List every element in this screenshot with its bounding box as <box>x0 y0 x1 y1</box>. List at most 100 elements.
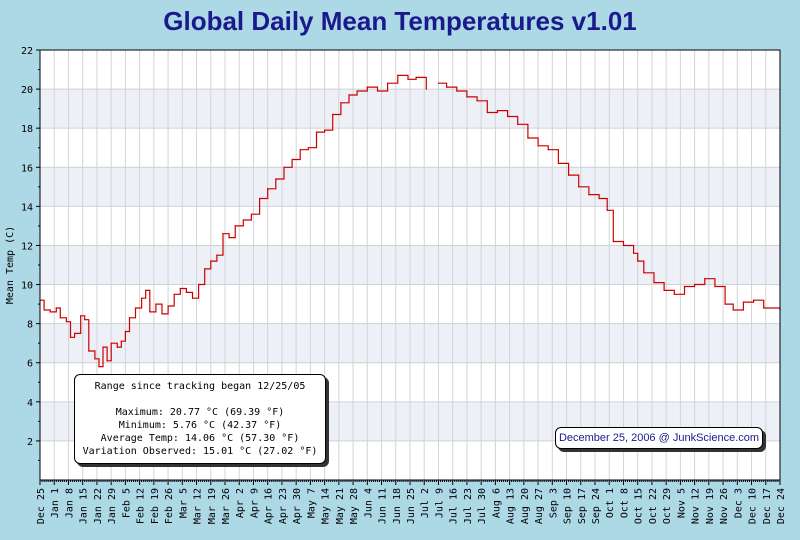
temperature-point <box>324 129 326 131</box>
temperature-point <box>732 309 734 311</box>
y-tick-label: 2 <box>27 437 33 448</box>
x-tick-label: Apr 30 <box>292 488 303 524</box>
temperature-point <box>653 281 655 284</box>
temperature-point <box>506 115 509 118</box>
x-tick-label: Apr 16 <box>264 488 275 524</box>
x-tick-label: Sep 3 <box>548 488 559 518</box>
x-tick-label: Jan 1 <box>50 488 61 518</box>
x-tick-label: Dec 25 <box>36 488 47 524</box>
temperature-point <box>387 82 389 84</box>
temperature-point <box>456 90 458 92</box>
temperature-point <box>315 131 318 133</box>
x-tick-label: Jun 4 <box>363 488 374 518</box>
temperature-point <box>283 166 285 168</box>
temperature-point <box>141 297 143 299</box>
temperature-point <box>173 293 175 295</box>
temperature-point <box>348 94 350 96</box>
y-tick-label: 12 <box>21 241 33 252</box>
x-tick-label: Sep 17 <box>577 488 588 524</box>
x-tick-label: Aug 6 <box>491 488 502 518</box>
temperature-point <box>228 237 230 239</box>
temperature-point <box>145 289 147 292</box>
temperature-point <box>98 366 100 368</box>
x-tick-label: May 21 <box>335 488 346 524</box>
x-tick-label: May 28 <box>349 488 360 524</box>
temperature-point <box>415 76 417 78</box>
x-tick-label: Mar 19 <box>207 488 218 524</box>
temperature-point <box>124 330 126 333</box>
temperature-point <box>724 303 726 305</box>
y-tick-label: 14 <box>21 202 33 213</box>
x-tick-label: Oct 1 <box>605 488 616 518</box>
x-tick-label: Jan 8 <box>64 488 75 518</box>
x-tick-label: Jun 18 <box>392 488 403 524</box>
temperature-point <box>110 342 112 344</box>
temperature-point <box>588 194 590 196</box>
chart-title: Global Daily Mean Temperatures v1.01 <box>163 6 637 36</box>
x-tick-label: Oct 22 <box>648 488 659 524</box>
temperature-point <box>116 346 118 348</box>
temperature-point <box>291 158 293 161</box>
temperature-point <box>275 178 277 180</box>
x-tick-label: Aug 27 <box>534 488 545 524</box>
y-tick-label: 8 <box>27 320 33 331</box>
x-tick-label: Oct 29 <box>662 488 673 524</box>
x-tick-label: Jul 2 <box>420 488 431 518</box>
temperature-point <box>496 109 499 112</box>
temperature-point <box>185 291 187 293</box>
stats-maximum: Maximum: 20.77 °C (69.39 °F) <box>115 407 285 418</box>
y-tick-label: 20 <box>21 85 33 96</box>
temperature-point <box>73 332 76 335</box>
temperature-point <box>128 317 131 319</box>
temperature-point <box>567 174 570 176</box>
x-tick-label: May 14 <box>321 488 332 524</box>
temperature-point <box>167 305 169 307</box>
temperature-point <box>633 252 635 254</box>
temperature-point <box>80 315 82 317</box>
temperature-point <box>486 111 488 114</box>
x-tick-label: Feb 5 <box>121 488 132 518</box>
temperature-point <box>258 197 261 200</box>
x-tick-label: Apr 23 <box>278 488 289 524</box>
temperature-point <box>250 213 253 215</box>
x-tick-label: Jun 11 <box>378 488 389 524</box>
temperature-point <box>407 78 409 80</box>
temperature-point <box>340 102 342 104</box>
temperature-point <box>637 260 639 262</box>
temperature-point <box>547 149 549 151</box>
x-tick-label: Nov 26 <box>719 488 730 524</box>
temperature-point <box>191 297 194 299</box>
temperature-point <box>307 147 309 149</box>
x-tick-label: Oct 15 <box>634 488 645 524</box>
x-tick-label: Dec 24 <box>776 488 787 524</box>
x-tick-label: Sep 10 <box>563 488 574 524</box>
temperature-point <box>120 340 122 342</box>
temperature-point <box>299 149 301 151</box>
temperature-point <box>606 209 608 211</box>
temperature-point <box>557 162 560 164</box>
temperature-point <box>210 260 212 262</box>
y-axis-label: Mean Temp (C) <box>5 226 16 304</box>
temperature-point <box>445 86 448 88</box>
x-tick-label: Apr 9 <box>249 488 260 518</box>
y-tick-label: 22 <box>21 46 33 57</box>
x-tick-label: Feb 26 <box>164 488 175 524</box>
y-tick-label: 6 <box>27 359 33 370</box>
x-tick-label: Jan 22 <box>93 488 104 524</box>
temperature-point <box>397 74 399 77</box>
x-tick-label: Dec 10 <box>748 488 759 524</box>
temperature-point <box>134 307 137 309</box>
temperature-point <box>742 301 745 303</box>
temperature-point <box>179 287 181 290</box>
temperature-point <box>149 311 151 313</box>
x-tick-label: Dec 3 <box>733 488 744 518</box>
series-group <box>39 74 781 368</box>
temperature-point <box>267 188 269 190</box>
temperature-point <box>437 82 440 84</box>
temperature-point <box>43 309 45 311</box>
temperature-point <box>537 145 539 147</box>
temperature-point <box>598 197 600 200</box>
x-tick-label: Mar 5 <box>178 488 189 518</box>
temperature-point <box>527 137 529 139</box>
